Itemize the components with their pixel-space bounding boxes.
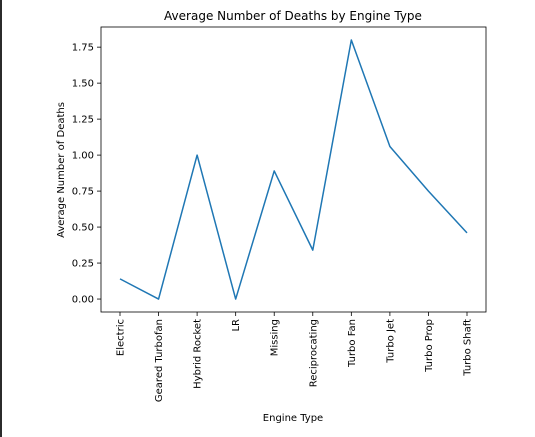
plot-area — [100, 26, 487, 313]
y-tick-label: 0.00 — [72, 295, 94, 306]
x-tick-label: Turbo Fan — [347, 319, 358, 368]
window-left-edge — [0, 0, 2, 437]
x-axis-label: Engine Type — [263, 413, 323, 424]
y-tick-label: 1.50 — [72, 79, 94, 90]
x-tick-label: Missing — [270, 319, 281, 356]
y-axis-label: Average Number of Deaths — [56, 102, 67, 238]
x-axis: Electric Geared Turbofan Hybrid Rocket LR Mi… — [116, 312, 474, 402]
y-tick-label: 1.25 — [72, 115, 94, 126]
x-tick-label: Hybrid Rocket — [193, 319, 204, 389]
series-line — [119, 39, 468, 300]
x-tick-label: Geared Turbofan — [154, 319, 165, 402]
y-tick-label: 0.50 — [72, 223, 94, 234]
x-tick-label: Turbo Jet — [385, 319, 396, 364]
y-tick-label: 0.75 — [72, 187, 94, 198]
y-tick-label: 1.75 — [72, 43, 94, 54]
x-tick-label: Electric — [116, 319, 127, 356]
y-tick-label: 0.25 — [72, 259, 94, 270]
x-tick-label: Reciprocating — [308, 319, 319, 387]
y-axis: 0.00 0.25 0.50 0.75 1.00 1.25 1.50 1.75 — [72, 43, 101, 306]
x-tick-label: Turbo Shaft — [463, 319, 474, 377]
x-tick-label: Turbo Prop — [424, 319, 435, 373]
x-tick-label: LR — [231, 319, 242, 332]
chart-title: Average Number of Deaths by Engine Type — [164, 9, 422, 23]
y-tick-label: 1.00 — [72, 151, 94, 162]
